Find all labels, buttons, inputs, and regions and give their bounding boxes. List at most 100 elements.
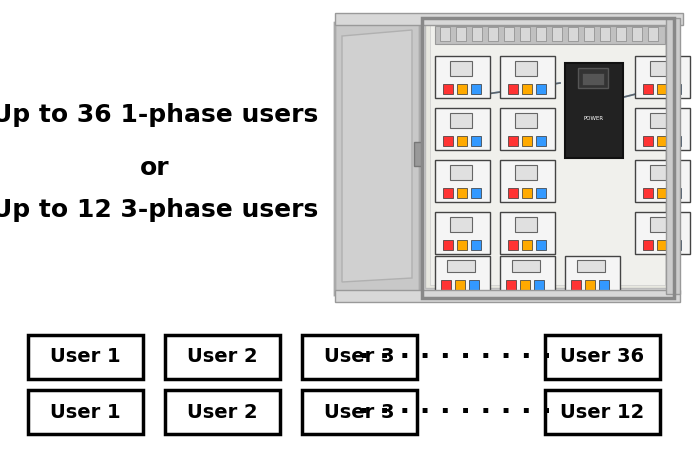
Bar	[520, 27, 530, 41]
Bar	[600, 27, 610, 41]
Text: User 12: User 12	[560, 403, 645, 421]
Bar	[578, 68, 608, 88]
Bar	[165, 335, 280, 379]
Bar	[440, 27, 450, 41]
Bar	[657, 84, 667, 94]
Bar	[512, 260, 540, 272]
Bar	[443, 136, 453, 146]
Bar	[650, 217, 672, 232]
Bar	[450, 165, 472, 180]
Bar	[522, 136, 532, 146]
Bar	[599, 280, 609, 290]
Bar	[500, 256, 555, 294]
Bar	[28, 335, 143, 379]
Bar	[430, 23, 665, 285]
Bar	[469, 280, 479, 290]
Text: Up to 12 3-phase users: Up to 12 3-phase users	[0, 198, 318, 222]
Bar	[635, 108, 690, 150]
Bar	[471, 84, 481, 94]
Bar	[500, 108, 555, 150]
Bar	[500, 56, 555, 98]
Bar	[552, 27, 562, 41]
Bar	[506, 280, 516, 290]
Bar	[450, 113, 472, 128]
Bar	[536, 188, 546, 198]
Text: User 3: User 3	[325, 347, 395, 366]
Polygon shape	[342, 30, 412, 282]
Bar	[671, 240, 681, 250]
Bar	[450, 61, 472, 76]
Bar	[545, 335, 660, 379]
Bar	[635, 160, 690, 202]
Bar	[635, 212, 690, 254]
Text: User 1: User 1	[50, 347, 121, 366]
Bar	[520, 280, 530, 290]
Bar	[457, 240, 467, 250]
Bar	[515, 165, 537, 180]
Bar	[522, 84, 532, 94]
Text: User 2: User 2	[187, 347, 258, 366]
Bar	[648, 27, 658, 41]
Bar	[435, 108, 490, 150]
Bar	[500, 212, 555, 254]
Bar	[666, 18, 680, 294]
Bar	[522, 188, 532, 198]
Bar	[650, 61, 672, 76]
Bar	[414, 142, 422, 166]
Bar	[671, 84, 681, 94]
Bar	[536, 27, 546, 41]
Bar	[450, 217, 472, 232]
Bar	[536, 84, 546, 94]
Bar	[582, 73, 604, 85]
Bar	[335, 13, 683, 25]
Bar	[441, 280, 451, 290]
Bar	[657, 136, 667, 146]
Bar	[504, 27, 514, 41]
Bar	[671, 136, 681, 146]
Bar	[455, 280, 465, 290]
Bar	[435, 56, 490, 98]
Bar	[515, 113, 537, 128]
Bar	[435, 212, 490, 254]
Bar	[650, 113, 672, 128]
Bar	[585, 280, 595, 290]
Bar	[28, 390, 143, 434]
Bar	[657, 240, 667, 250]
Bar	[420, 16, 670, 298]
Bar	[568, 27, 578, 41]
Bar	[435, 26, 665, 44]
Bar	[635, 56, 690, 98]
Bar	[584, 27, 594, 41]
Bar	[515, 217, 537, 232]
Bar	[643, 240, 653, 250]
Bar	[577, 260, 605, 272]
Bar	[632, 27, 642, 41]
Bar	[534, 280, 544, 290]
Bar	[643, 84, 653, 94]
Bar	[165, 390, 280, 434]
Polygon shape	[335, 16, 420, 295]
Bar	[508, 240, 518, 250]
Bar	[435, 256, 490, 294]
Bar	[657, 188, 667, 198]
Text: POWER: POWER	[584, 116, 604, 120]
Bar	[457, 84, 467, 94]
Text: User 36: User 36	[560, 347, 644, 366]
Text: · · · · · · · · · ·: · · · · · · · · · ·	[359, 343, 551, 371]
Bar	[545, 390, 660, 434]
Bar	[335, 290, 680, 302]
Bar	[457, 136, 467, 146]
Bar	[508, 136, 518, 146]
Bar	[571, 280, 581, 290]
Bar	[616, 27, 626, 41]
Bar	[471, 188, 481, 198]
Bar	[302, 390, 417, 434]
Bar	[508, 188, 518, 198]
Bar	[435, 160, 490, 202]
Text: or: or	[140, 156, 170, 180]
Bar	[422, 18, 674, 298]
Bar	[650, 165, 672, 180]
Text: User 3: User 3	[325, 403, 395, 421]
Bar	[500, 160, 555, 202]
Text: User 1: User 1	[50, 403, 121, 421]
